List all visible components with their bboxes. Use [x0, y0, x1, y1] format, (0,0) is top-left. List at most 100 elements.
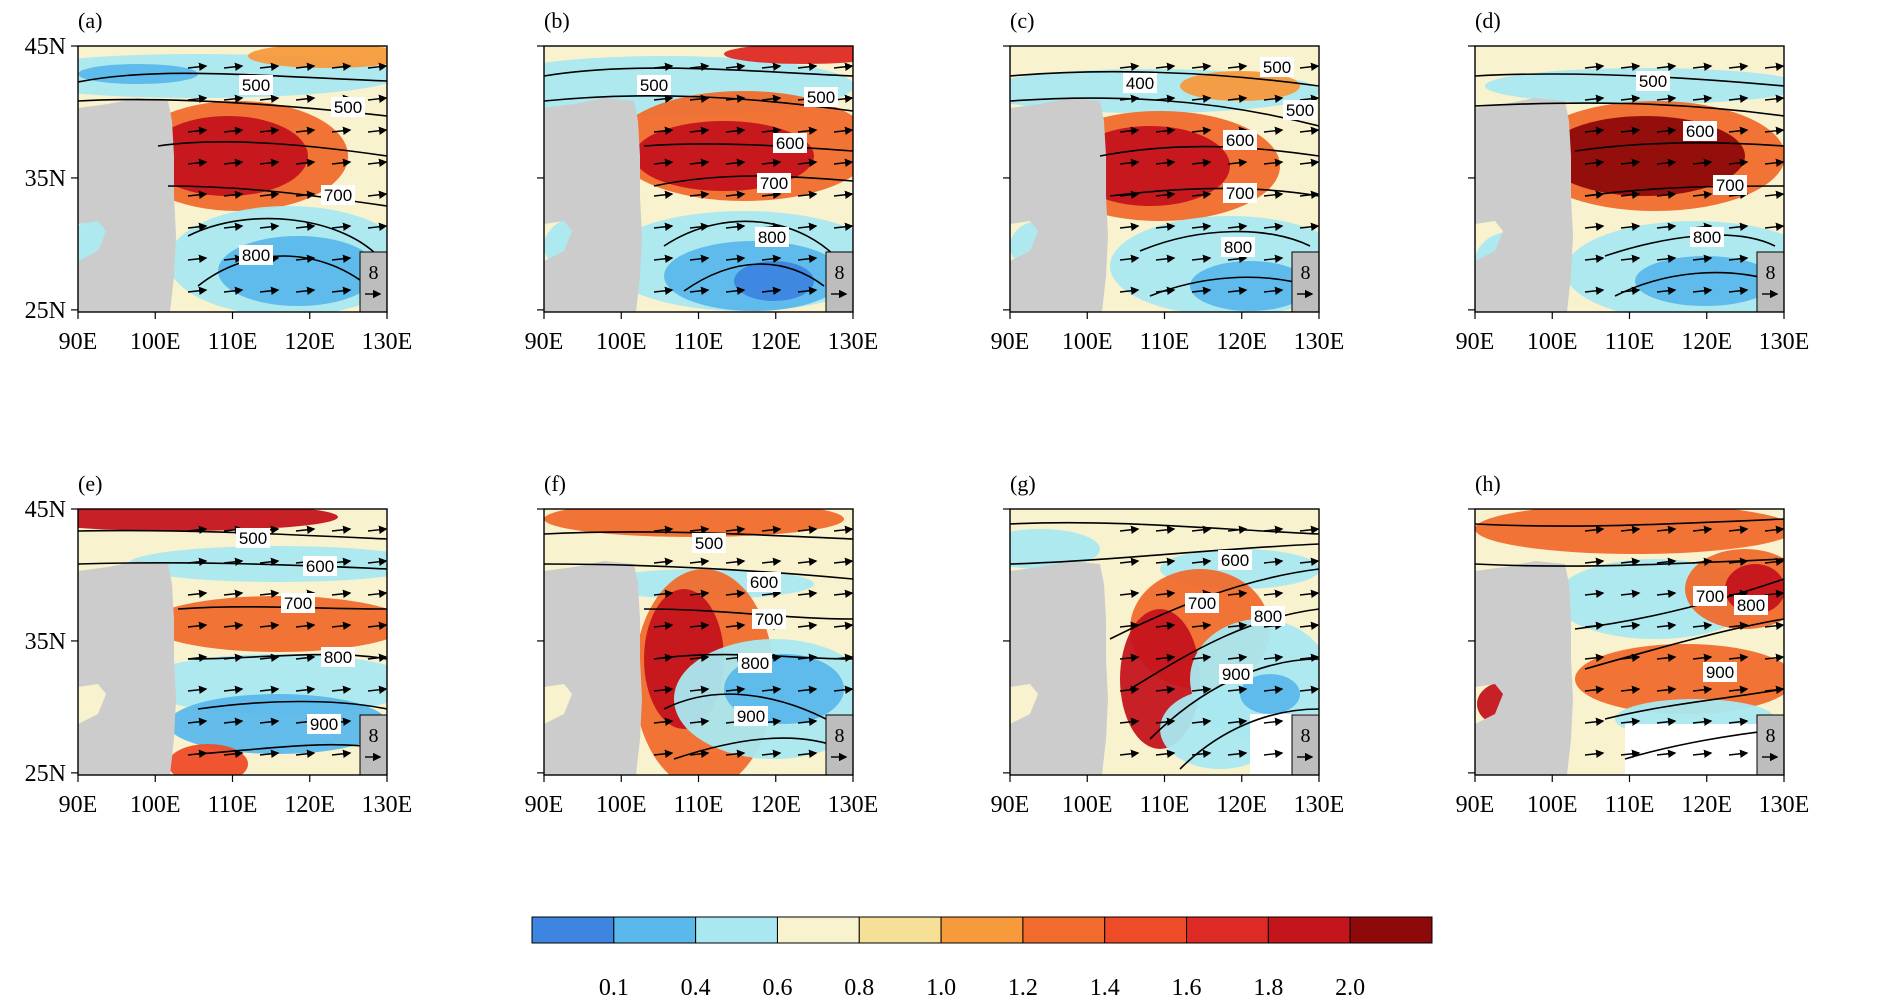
wind-vector [295, 254, 316, 263]
wind-vector [295, 749, 316, 758]
wind-vector [797, 557, 818, 566]
wind-vector [1620, 286, 1641, 295]
wind-vector [797, 254, 818, 263]
wind-vector [1692, 717, 1713, 726]
wind-vector [1155, 621, 1176, 630]
wind-vector [1584, 286, 1605, 295]
x-tick-label: 120E [284, 792, 335, 818]
wind-vector [1656, 190, 1677, 199]
wind-vector [1656, 158, 1677, 167]
wind-vector [223, 94, 244, 103]
streamline [1010, 97, 1319, 127]
wind-vector [1119, 525, 1140, 534]
wind-vector [761, 254, 782, 263]
x-tick-label: 110E [208, 329, 258, 355]
wind-vector [1692, 621, 1713, 630]
y-tick-label: 45N [25, 497, 66, 523]
wind-vector [1728, 557, 1749, 566]
wind-vector [797, 62, 818, 71]
wind-vector [223, 190, 244, 199]
x-tick-label: 130E [828, 792, 879, 818]
wind-vector [653, 286, 674, 295]
streamline [78, 529, 387, 540]
reference-vector-label: 8 [369, 262, 379, 284]
panel-shading: 600 700 800 900 8 [1010, 509, 1319, 775]
wind-vector [1692, 749, 1713, 758]
svg-text:600: 600 [750, 573, 778, 592]
svg-text:700: 700 [755, 610, 783, 629]
wind-vector [1692, 94, 1713, 103]
wind-vector [187, 749, 208, 758]
x-tick-label: 120E [750, 792, 801, 818]
wind-vector [1227, 158, 1248, 167]
wind-vector [187, 254, 208, 263]
wind-vector [653, 621, 674, 630]
x-tick-label: 100E [1062, 329, 1113, 355]
wind-vector [689, 589, 710, 598]
wind-vector [761, 62, 782, 71]
wind-vector [1119, 158, 1140, 167]
wind-vector [725, 254, 746, 263]
contour-label: 800 [1734, 595, 1768, 615]
wind-vector [1584, 190, 1605, 199]
streamline [663, 220, 845, 267]
svg-text:700: 700 [1226, 184, 1254, 203]
contour-label: 600 [1683, 121, 1717, 141]
wind-vector [1764, 190, 1784, 199]
wind-vector [259, 94, 280, 103]
wind-vector [1656, 254, 1677, 263]
wind-vector [1764, 94, 1784, 103]
wind-vector [1263, 94, 1284, 103]
panels-layer: 500 500 700 800 8 (a) 90E 100E 110E 120E 130E 45N 35… [25, 8, 1810, 818]
wind-vector [653, 222, 674, 231]
wind-vector [797, 621, 818, 630]
wind-vector [1620, 190, 1641, 199]
x-tick-label: 130E [362, 329, 413, 355]
wind-vector [1656, 717, 1677, 726]
contour-label: 900 [1219, 664, 1253, 684]
colorbar-tick-label: 0.8 [844, 975, 874, 998]
wind-vector [653, 94, 674, 103]
panel-shading: 700 800 900 8 [1475, 509, 1784, 775]
wind-vector [259, 717, 280, 726]
svg-text:500: 500 [640, 76, 668, 95]
wind-vector [295, 62, 316, 71]
wind-vector [1155, 222, 1176, 231]
wind-vector [331, 589, 352, 598]
wind-vector [1227, 62, 1248, 71]
wind-vector [761, 589, 782, 598]
reference-vector-box: 8 [1291, 714, 1319, 775]
wind-vector [259, 653, 280, 662]
wind-vector [761, 286, 782, 295]
contour-label: 500 [692, 533, 726, 553]
contour-label: 700 [1185, 593, 1219, 613]
wind-vector [1191, 749, 1212, 758]
wind-vector [797, 589, 818, 598]
panel-label: (a) [78, 8, 102, 33]
streamline [1099, 145, 1319, 157]
svg-text:900: 900 [310, 715, 338, 734]
wind-vector [1584, 254, 1605, 263]
wind-vector [1191, 717, 1212, 726]
wind-vector [833, 589, 853, 598]
contour-label: 700 [1223, 183, 1257, 203]
wind-vector [689, 286, 710, 295]
wind-vector [1119, 190, 1140, 199]
wind-vector [1299, 653, 1319, 662]
x-tick-label: 90E [525, 792, 564, 818]
reference-vector-label: 8 [1301, 262, 1311, 284]
reference-vector-box: 8 [359, 714, 387, 775]
contour-label: 500 [331, 97, 365, 117]
svg-text:400: 400 [1126, 74, 1154, 93]
panel-d: 500 600 700 800 8 (d) 90E 100E 110E 120E 130E [1456, 8, 1810, 355]
x-tick-label: 90E [525, 329, 564, 355]
wind-vector [1692, 62, 1713, 71]
svg-text:700: 700 [1696, 587, 1724, 606]
contour-label: 700 [1713, 175, 1747, 195]
wind-vector [1263, 525, 1284, 534]
svg-text:800: 800 [242, 246, 270, 265]
x-tick-label: 100E [130, 329, 181, 355]
wind-vector [1155, 158, 1176, 167]
panel-g: 600 700 800 900 8 (g) 90E 100E 110E 120E 130E [991, 471, 1345, 818]
